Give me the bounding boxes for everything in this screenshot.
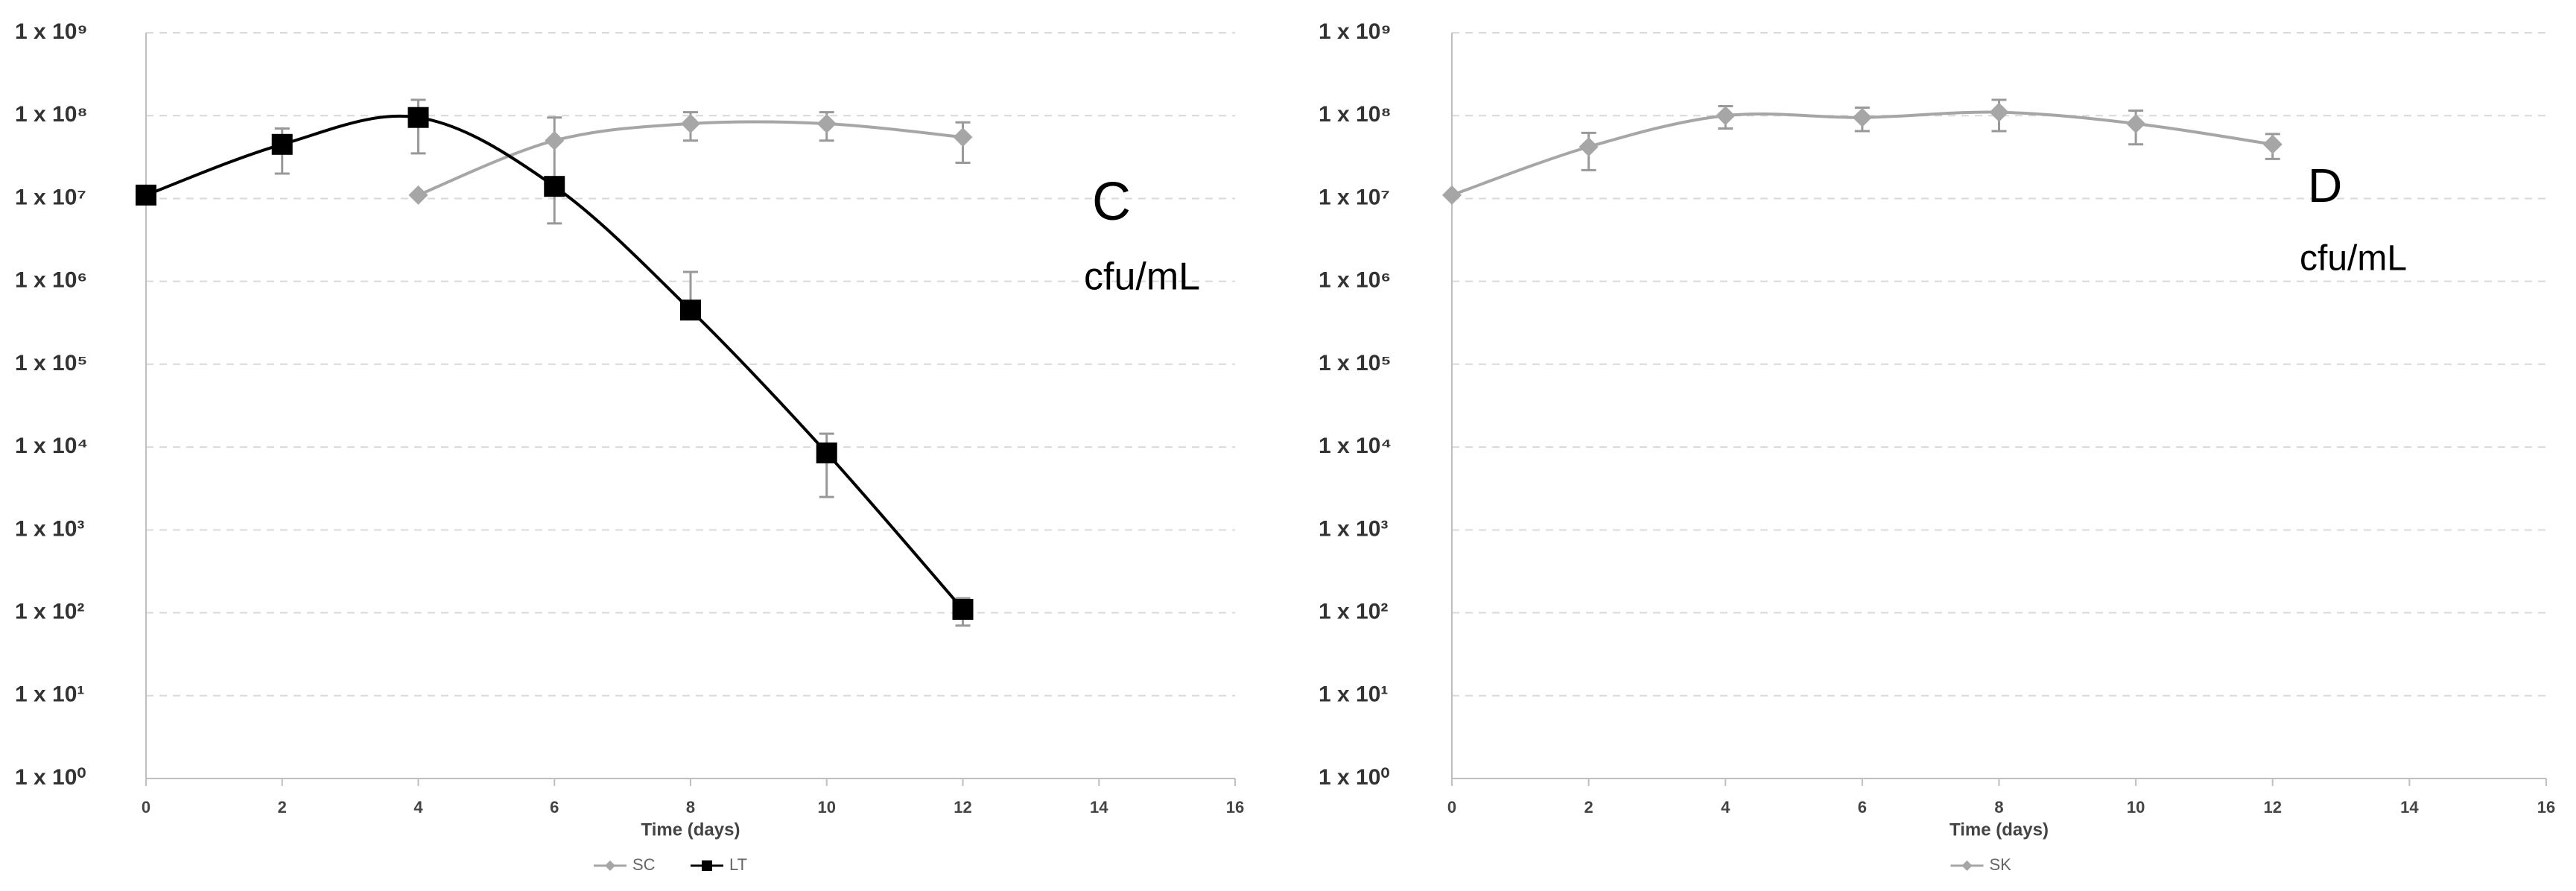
legend-label: SC [632,855,656,874]
marker [2126,114,2146,134]
marker [1852,107,1872,127]
marker [271,133,293,155]
x-tick-label: 2 [1584,798,1593,817]
marker [1716,106,1736,126]
marker [680,299,701,321]
x-tick-label: 8 [686,798,695,817]
legend-marker [605,860,615,871]
x-tick-label: 12 [2264,798,2282,817]
y-tick-label: 1 x 10⁸ [15,102,88,127]
y-tick-label: 1 x 10⁹ [15,19,88,44]
x-tick-label: 8 [1994,798,2003,817]
x-axis-label: Time (days) [1950,819,2049,840]
legend-label: LT [729,855,747,874]
x-tick-label: 14 [1090,798,1108,817]
y-tick-label: 1 x 10⁶ [1319,268,1391,293]
y-tick-label: 1 x 10⁷ [1319,185,1390,209]
marker [1442,185,1462,205]
annotation: D [2308,159,2342,212]
y-tick-label: 1 x 10⁸ [1319,102,1392,127]
x-tick-label: 4 [1721,798,1730,817]
x-tick-label: 4 [413,798,423,817]
x-tick-label: 2 [278,798,287,817]
y-tick-label: 1 x 10⁷ [15,185,86,209]
annotation: cfu/mL [1084,256,1200,299]
x-tick-label: 16 [2537,798,2555,817]
y-tick-label: 1 x 10² [15,599,84,624]
legend-marker [702,860,712,871]
x-tick-label: 14 [2400,798,2419,817]
marker [952,598,974,620]
y-tick-label: 1 x 10¹ [15,682,84,707]
y-tick-label: 1 x 10³ [1319,516,1388,541]
marker [2262,134,2282,154]
marker [681,114,700,134]
annotation: cfu/mL [2300,239,2407,279]
marker [545,130,565,150]
y-tick-label: 1 x 10⁶ [15,268,87,293]
legend-label: SK [1990,855,2012,874]
x-tick-label: 0 [142,798,150,817]
marker [816,114,837,134]
y-tick-label: 1 x 10³ [15,516,84,541]
x-axis-label: Time (days) [641,819,740,840]
x-tick-label: 10 [2127,798,2145,817]
y-tick-label: 1 x 10⁴ [1319,434,1392,458]
x-tick-label: 6 [550,798,559,817]
y-tick-label: 1 x 10⁹ [1319,19,1392,44]
marker [1989,102,2009,122]
legend-marker [1961,860,1973,871]
x-tick-label: 6 [1858,798,1867,817]
y-tick-label: 1 x 10⁵ [1319,351,1392,375]
marker [136,184,156,206]
x-tick-label: 16 [1226,798,1244,817]
marker [953,127,973,148]
y-tick-label: 1 x 10⁰ [1319,765,1389,790]
x-tick-label: 12 [954,798,971,817]
marker [544,176,565,197]
marker [407,107,429,128]
annotation: C [1092,172,1131,232]
y-tick-label: 1 x 10² [1319,599,1388,624]
y-tick-label: 1 x 10¹ [1319,682,1388,707]
x-tick-label: 0 [1447,798,1456,817]
marker [1579,137,1599,157]
x-tick-label: 10 [818,798,836,817]
y-tick-label: 1 x 10⁵ [15,351,88,375]
marker [816,442,837,463]
y-tick-label: 1 x 10⁰ [15,765,86,790]
marker [408,185,428,205]
y-tick-label: 1 x 10⁴ [15,434,88,458]
